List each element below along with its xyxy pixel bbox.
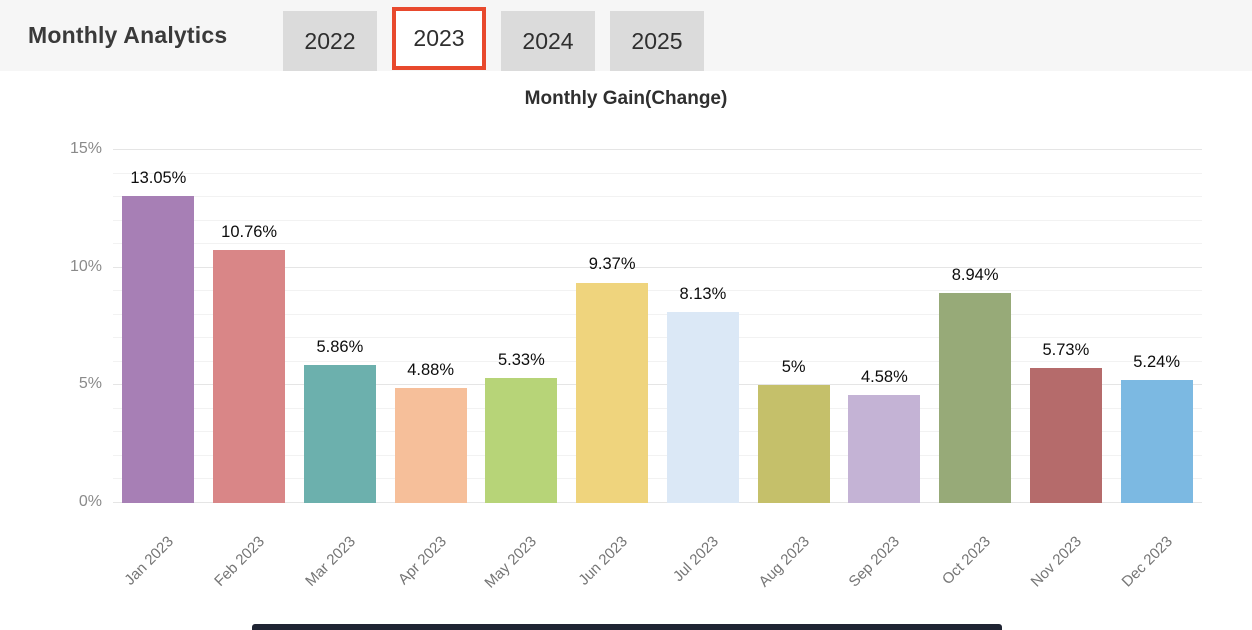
gridline-12pct <box>113 219 1202 221</box>
x-axis-label: Aug 2023 <box>755 533 813 591</box>
bar-value-label: 4.58% <box>860 368 908 387</box>
tab-2025[interactable]: 2025 <box>610 11 704 71</box>
gridline-14pct <box>113 172 1202 174</box>
bar-mar-2023[interactable] <box>303 365 376 503</box>
x-axis-label: Jun 2023 <box>575 533 632 589</box>
gridline-8pct <box>113 313 1202 315</box>
x-axis-label: May 2023 <box>481 533 541 592</box>
gridline-4pct <box>113 407 1202 409</box>
bar-value-label: 5.73% <box>1042 341 1090 360</box>
gridline-13pct <box>113 196 1202 198</box>
x-axis-label: Apr 2023 <box>394 533 450 589</box>
x-axis-label: Dec 2023 <box>1118 533 1176 591</box>
home-indicator-bar <box>252 624 1002 630</box>
x-axis-label: Sep 2023 <box>845 533 904 591</box>
gridline-10pct <box>113 266 1202 268</box>
bar-value-label: 8.94% <box>951 265 999 284</box>
gridline-1pct <box>113 478 1202 480</box>
gridline-5pct <box>113 384 1202 386</box>
header-bar: Monthly Analytics 2022 2023 2024 2025 <box>0 0 1252 71</box>
bar-value-label: 10.76% <box>221 222 278 241</box>
chart-title: Monthly Gain(Change) <box>524 88 728 109</box>
gridline-11pct <box>113 243 1202 245</box>
y-axis-label: 5% <box>78 375 102 393</box>
gridline-15pct <box>113 149 1202 150</box>
bar-value-label: 5.86% <box>316 338 364 357</box>
x-axis-label: Nov 2023 <box>1027 533 1085 591</box>
y-axis-label: 15% <box>69 140 102 157</box>
bar-aug-2023[interactable] <box>757 385 830 503</box>
plot-area <box>113 149 1202 503</box>
bar-value-label: 13.05% <box>130 168 187 187</box>
y-axis-label: 10% <box>69 257 102 275</box>
bar-dec-2023[interactable] <box>1120 379 1193 503</box>
gridline-9pct <box>113 290 1202 292</box>
bar-may-2023[interactable] <box>485 377 558 503</box>
bar-jun-2023[interactable] <box>576 282 649 503</box>
bar-sep-2023[interactable] <box>848 395 921 503</box>
bar-value-label: 9.37% <box>588 255 636 274</box>
tab-2022[interactable]: 2022 <box>283 11 377 71</box>
bar-apr-2023[interactable] <box>394 388 467 503</box>
tab-2023[interactable]: 2023 <box>392 7 486 70</box>
gridline-2pct <box>113 454 1202 456</box>
x-axis-label: Feb 2023 <box>211 533 269 590</box>
bar-nov-2023[interactable] <box>1029 368 1102 503</box>
x-axis-label: Oct 2023 <box>939 533 995 589</box>
gridline-0pct <box>113 502 1202 503</box>
year-tabs: 2022 2023 2024 2025 <box>283 7 704 71</box>
bar-jul-2023[interactable] <box>666 311 739 503</box>
y-axis-label: 0% <box>78 493 102 510</box>
bar-value-label: 5.24% <box>1133 352 1181 371</box>
gridline-3pct <box>113 431 1202 433</box>
gridline-6pct <box>113 360 1202 362</box>
bar-oct-2023[interactable] <box>939 292 1012 503</box>
tab-2024[interactable]: 2024 <box>501 11 595 71</box>
bar-value-label: 8.13% <box>679 284 727 303</box>
x-axis-label: Jul 2023 <box>669 533 722 586</box>
bar-jan-2023[interactable] <box>122 195 195 503</box>
bar-value-label: 5% <box>781 358 806 377</box>
page-title: Monthly Analytics <box>28 22 228 48</box>
bar-feb-2023[interactable] <box>213 249 286 503</box>
x-axis-label: Mar 2023 <box>302 533 359 590</box>
gridline-7pct <box>113 337 1202 339</box>
x-axis-label: Jan 2023 <box>121 533 178 589</box>
bar-value-label: 5.33% <box>497 350 545 369</box>
bar-value-label: 4.88% <box>407 361 455 380</box>
